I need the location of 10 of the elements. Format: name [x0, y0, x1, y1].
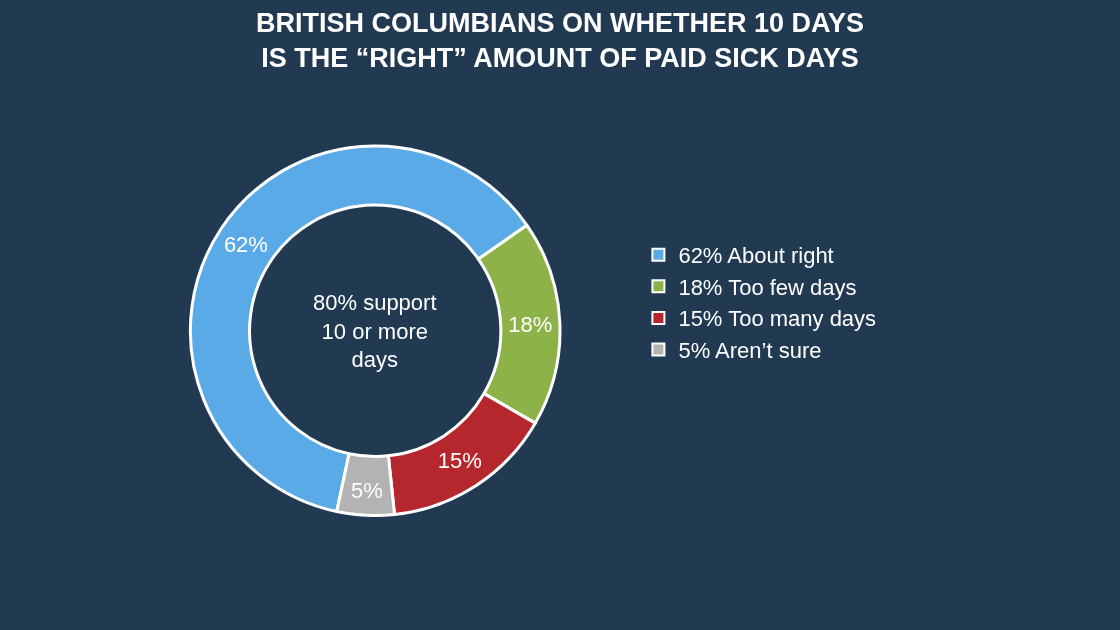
chart-title: BRITISH COLUMBIANS ON WHETHER 10 DAYS IS THE “RIGHT” AMOUNT OF PAID SICK DAYS [255, 7, 865, 73]
data-label: 18% [508, 311, 553, 337]
legend-label: 15% Too many days [678, 306, 877, 332]
data-label: 5% [350, 477, 383, 503]
data-label: 62% [223, 232, 268, 258]
text: 80% support 10 or more days [313, 290, 437, 373]
legend-label: 5% Aren’t sure [678, 338, 822, 364]
legend-label: 18% Too few days [678, 274, 857, 300]
legend-label: 62% About right [678, 243, 834, 269]
data-label: 15% [437, 448, 482, 474]
